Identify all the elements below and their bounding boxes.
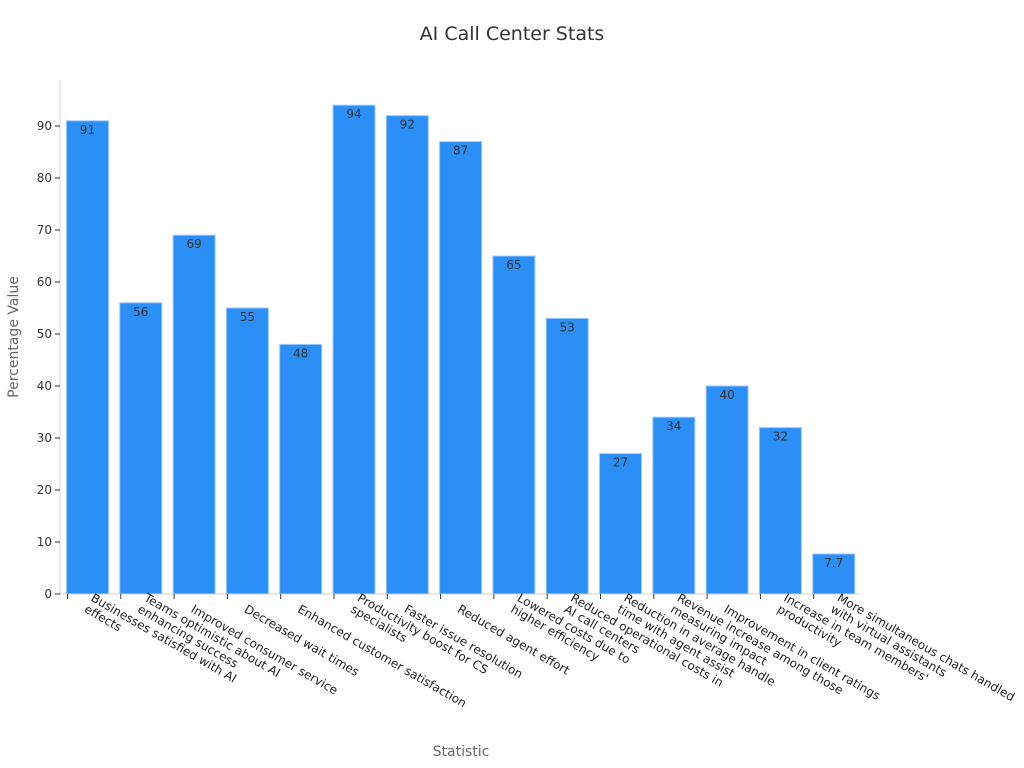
bar: [439, 141, 483, 595]
data-label: 40: [719, 388, 734, 402]
data-label: 91: [80, 123, 95, 137]
bar: [599, 453, 642, 595]
data-label: 53: [560, 320, 575, 334]
y-tick-label: 70: [37, 223, 52, 237]
bar: [705, 385, 749, 595]
y-axis: 0 10 20 30 40 50 60 70 80 90: [37, 80, 61, 601]
data-label: 27: [613, 456, 628, 470]
data-label: 94: [346, 107, 361, 121]
y-tick-label: 10: [37, 535, 52, 549]
bars-group: 91 56 69 55 48 94 92 87 65 53 27 34 40 32 7.7: [66, 104, 856, 595]
data-label: 65: [506, 258, 521, 272]
bar: [119, 302, 163, 595]
y-tick-label: 80: [37, 171, 52, 185]
data-label: 34: [666, 419, 681, 433]
data-label: 87: [453, 144, 468, 158]
data-label: 7.7: [824, 556, 843, 570]
y-tick-label: 60: [37, 275, 52, 289]
y-tick-label: 0: [44, 587, 52, 601]
bar: [66, 120, 109, 595]
bar: [652, 416, 696, 595]
bar: [812, 553, 856, 595]
bar: [225, 307, 269, 595]
y-tick-label: 50: [37, 327, 52, 341]
bar: [545, 317, 589, 595]
y-tick-label: 90: [37, 119, 52, 133]
bar: [385, 115, 429, 595]
data-label: 92: [400, 118, 415, 132]
data-label: 55: [240, 310, 255, 324]
bar: [492, 255, 536, 595]
bar: [279, 343, 323, 595]
x-tick-label-line: with virtual assistants: [828, 602, 949, 680]
y-axis-label: Percentage Value: [6, 276, 22, 398]
bar: [332, 104, 376, 595]
data-label: 48: [293, 346, 308, 360]
bar: [172, 234, 216, 595]
x-axis-label: Statistic: [433, 744, 490, 760]
chart-title: AI Call Center Stats: [420, 23, 605, 45]
y-tick-label: 30: [37, 431, 52, 445]
y-tick-label: 20: [37, 483, 52, 497]
data-label: 32: [773, 430, 788, 444]
data-label: 69: [186, 237, 201, 251]
x-tick-label-line: Productivity boost for CS: [355, 591, 490, 677]
bar: [758, 427, 802, 595]
data-label: 56: [133, 305, 148, 319]
y-tick-label: 40: [37, 379, 52, 393]
